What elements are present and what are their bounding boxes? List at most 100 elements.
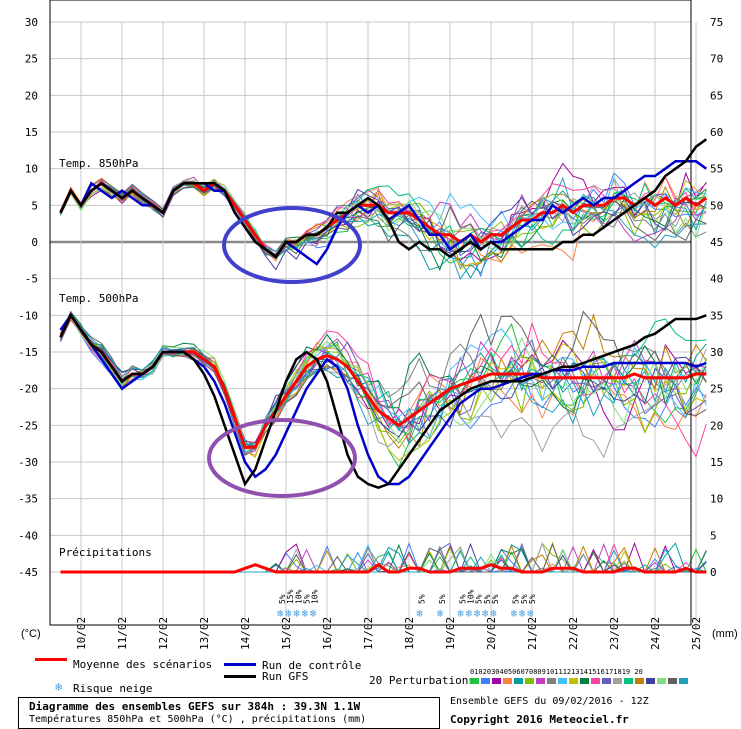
legend-perturbation-numbers: 01020304050607080910111213141516171819 2…: [470, 668, 643, 676]
perturbation-500-line: [60, 317, 707, 443]
footer-subtitle: Températures 850hPa et 500hPa (°C) , pré…: [29, 714, 367, 725]
y-left-tick-label: -25: [18, 419, 38, 432]
perturbation-swatch: [514, 678, 523, 684]
snow-risk-pct: 5%: [528, 594, 537, 604]
snowflake-icon: ❄: [482, 607, 489, 620]
snowflake-icon: ❄: [437, 607, 444, 620]
legend-gfs-label: Run GFS: [262, 670, 309, 683]
perturbation-500-line: [60, 318, 707, 450]
perturbation-swatch: [569, 678, 578, 684]
x-tick-label: 10/02: [75, 617, 88, 650]
perturbation-swatch: [558, 678, 567, 684]
perturbation-850-line: [60, 180, 707, 257]
x-tick-label: 13/02: [198, 617, 211, 650]
y-left-tick-label: 30: [25, 16, 38, 29]
snow-risk-pct: 5%: [278, 594, 287, 604]
x-tick-label: 14/02: [239, 617, 252, 650]
y-right-tick-label: 20: [710, 419, 723, 432]
snowflake-icon: ❄: [457, 607, 464, 620]
x-tick-label: 23/02: [608, 617, 621, 650]
snowflake-icon: ❄: [490, 607, 497, 620]
perturbation-swatch: [536, 678, 545, 684]
perturbation-500-line: [60, 315, 707, 455]
y-left-tick-label: 10: [25, 163, 38, 176]
perturbation-500-line: [60, 310, 707, 457]
main-series: [59, 138, 708, 574]
x-tick-label: 12/02: [157, 617, 170, 650]
legend-mean-line: [35, 658, 67, 661]
snowflake-icon: ❄: [293, 607, 300, 620]
chart-grid: [50, 21, 697, 625]
snowflake-icon: ❄: [474, 607, 481, 620]
series-850hPa-line: [59, 138, 708, 259]
snowflake-icon: ❄: [519, 607, 526, 620]
x-tick-label: 18/02: [403, 617, 416, 650]
y-right-tick-label: 75: [710, 16, 723, 29]
highlight-ellipse-500: [207, 418, 357, 498]
perturbation-500-line: [60, 313, 707, 456]
y-right-tick-label: 15: [710, 456, 723, 469]
legend-control-line: [224, 663, 256, 666]
snowflake-icon: ❄: [527, 607, 534, 620]
legend-snow-label: Risque neige: [73, 682, 153, 695]
y-right-tick-label: 70: [710, 53, 723, 66]
copyright: Copyright 2016 Meteociel.fr: [450, 713, 629, 726]
perturbation-500-line: [60, 312, 707, 453]
perturbation-swatch: [580, 678, 589, 684]
snow-risk-pct: 10%: [467, 589, 476, 604]
snow-risk-pct: 5%: [512, 594, 521, 604]
perturbation-swatch: [679, 678, 688, 684]
y-right-tick-label: 5: [710, 529, 717, 542]
perturbation-swatch: [525, 678, 534, 684]
perturbation-500-line: [60, 314, 707, 459]
run-info: Ensemble GEFS du 09/02/2016 - 12Z: [450, 696, 649, 707]
footer-title-box: Diagramme des ensembles GEFS sur 384h : …: [18, 697, 440, 729]
perturbation-swatch: [503, 678, 512, 684]
perturbation-swatch: [613, 678, 622, 684]
snow-risk-pct: 5%: [520, 594, 529, 604]
perturbation-swatch: [635, 678, 644, 684]
highlight-ellipse-850: [222, 206, 362, 284]
y-left-tick-label: -40: [18, 529, 38, 542]
snowflake-icon: ❄: [310, 607, 317, 620]
y-right-tick-label: 45: [710, 236, 723, 249]
y-right-tick-label: 25: [710, 383, 723, 396]
y-right-tick-label: 55: [710, 163, 723, 176]
y-right-tick-label: 60: [710, 126, 723, 139]
perturbation-swatch: [624, 678, 633, 684]
plot-frame: [49, 0, 692, 626]
perturbation-swatch: [470, 678, 479, 684]
series-500hPa-line: [59, 312, 707, 490]
y-right-tick-label: 35: [710, 309, 723, 322]
perturbation-500-line: [60, 314, 707, 448]
perturbation-850-line: [60, 182, 707, 271]
y-left-tick-label: -15: [18, 346, 38, 359]
snow-risk-pct: 5%: [491, 594, 500, 604]
snow-risk-pct: 5%: [417, 594, 426, 604]
snow-risk-pct: 10%: [311, 589, 320, 604]
legend-control-label: Run de contrôle: [262, 659, 362, 672]
x-tick-label: 22/02: [567, 617, 580, 650]
perturbation-swatch: [492, 678, 501, 684]
perturbation-500-line: [60, 311, 707, 451]
x-tick-label: 11/02: [116, 617, 129, 650]
snowflake-icon: ❄: [285, 607, 292, 620]
y-left-tick-label: -30: [18, 456, 38, 469]
y-right-tick-label: 0: [710, 566, 717, 579]
perturbation-swatch: [668, 678, 677, 684]
x-tick-label: 24/02: [649, 617, 662, 650]
y-left-tick-label: -20: [18, 383, 38, 396]
x-tick-label: 21/02: [526, 617, 539, 650]
series-precip-mean-line: [60, 562, 707, 574]
y-right-tick-label: 65: [710, 89, 723, 102]
annotations: [207, 206, 362, 498]
snow-risk-pct: 15%: [286, 589, 295, 604]
perturbation-swatch: [646, 678, 655, 684]
x-tick-label: 20/02: [485, 617, 498, 650]
y-right-tick-label: 10: [710, 493, 723, 506]
y-left-tick-label: 25: [25, 53, 38, 66]
y-left-unit-label: (°C): [21, 628, 41, 640]
perturbation-swatch: [481, 678, 490, 684]
